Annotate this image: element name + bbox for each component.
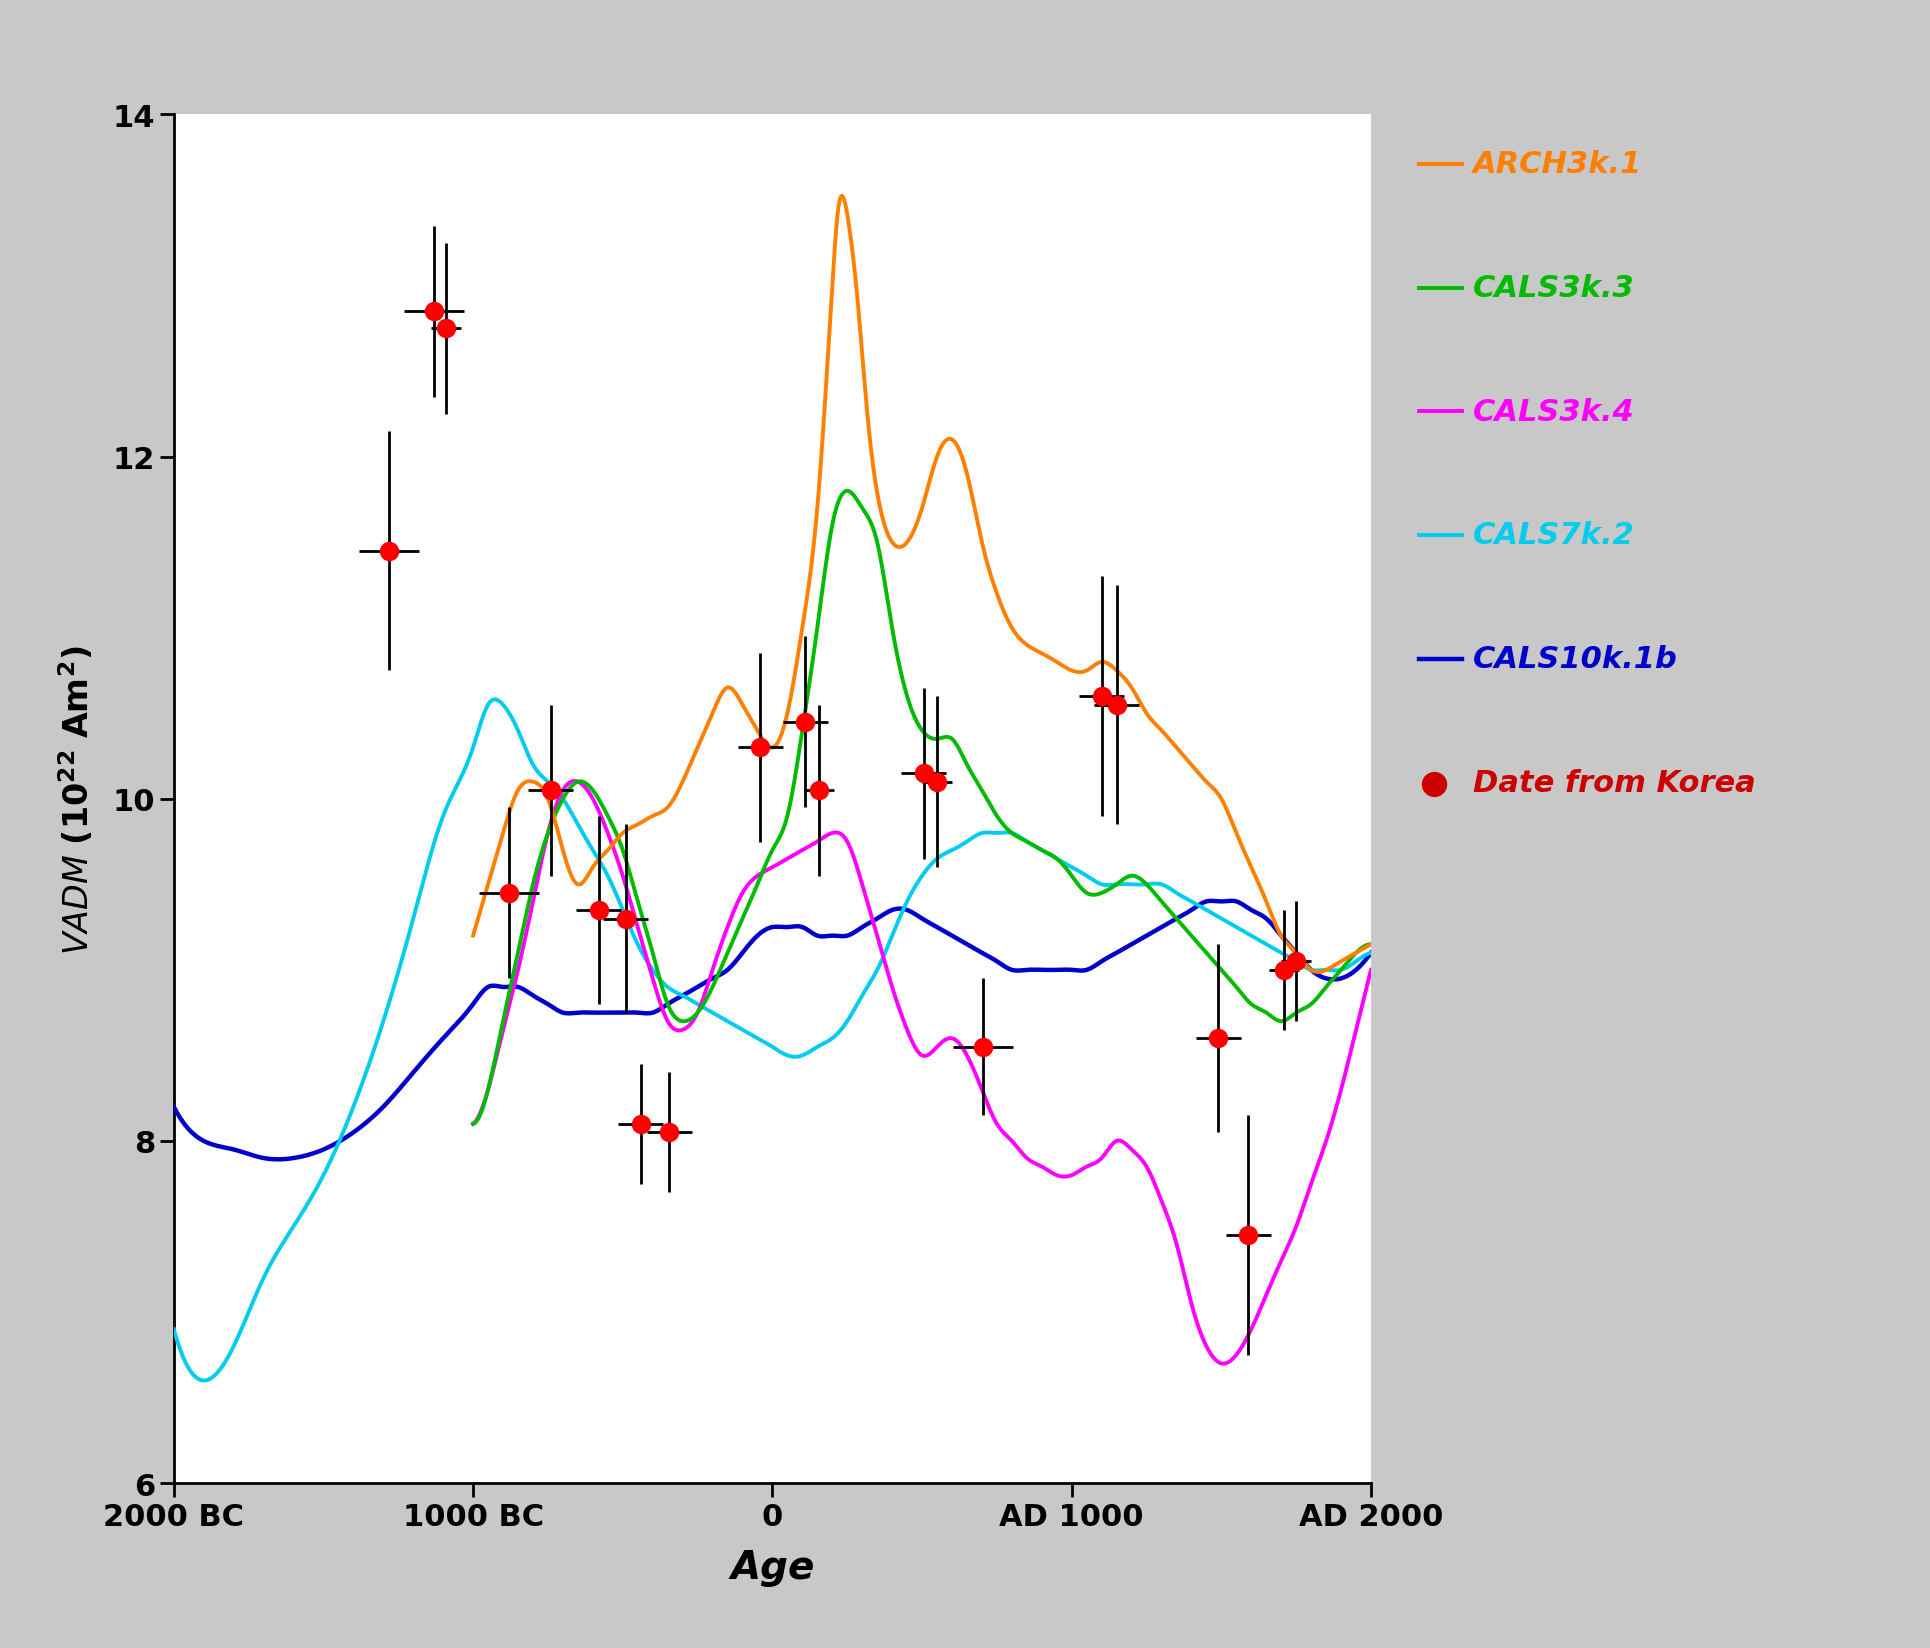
Y-axis label: $\bf{\mathit{VADM}}$ $\bf{(10^{22}\ Am^2)}$: $\bf{\mathit{VADM}}$ $\bf{(10^{22}\ Am^2… [58,644,96,954]
Text: CALS3k.4: CALS3k.4 [1473,397,1635,427]
Text: Date from Korea: Date from Korea [1473,768,1754,798]
Text: ●: ● [1419,766,1448,799]
Text: ARCH3k.1: ARCH3k.1 [1473,150,1642,180]
Text: CALS10k.1b: CALS10k.1b [1473,644,1677,674]
X-axis label: Age: Age [730,1547,814,1585]
Text: CALS7k.2: CALS7k.2 [1473,521,1635,550]
Text: CALS3k.3: CALS3k.3 [1473,274,1635,303]
